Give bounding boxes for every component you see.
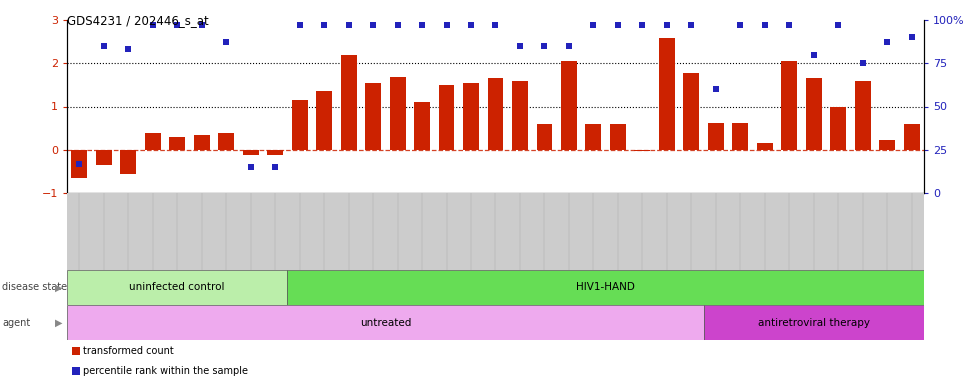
Bar	[120, 150, 136, 174]
Point	[268, 164, 283, 170]
Point	[341, 22, 356, 28]
Bar	[67, 305, 703, 340]
Bar	[781, 61, 797, 150]
Bar	[341, 55, 356, 150]
Bar	[169, 137, 185, 150]
Bar	[389, 77, 406, 150]
Point	[659, 22, 674, 28]
Point	[732, 22, 748, 28]
Point	[194, 22, 210, 28]
Point	[855, 60, 870, 66]
Point	[684, 22, 699, 28]
Bar	[194, 135, 210, 150]
Text: agent: agent	[2, 318, 30, 328]
Point	[561, 43, 577, 49]
Bar	[703, 305, 924, 340]
Text: ▶: ▶	[55, 318, 62, 328]
Text: disease state: disease state	[2, 283, 67, 293]
Point	[831, 22, 846, 28]
Point	[781, 22, 797, 28]
Bar	[683, 73, 699, 150]
Bar	[439, 85, 454, 150]
Point	[537, 43, 553, 49]
Text: ▶: ▶	[55, 283, 62, 293]
Point	[512, 43, 527, 49]
Bar	[610, 124, 626, 150]
Point	[145, 22, 160, 28]
Bar	[67, 270, 287, 305]
Point	[96, 43, 111, 49]
Bar	[488, 78, 503, 150]
Text: untreated: untreated	[359, 318, 411, 328]
Point	[708, 86, 724, 92]
Point	[218, 40, 234, 46]
Text: transformed count: transformed count	[83, 346, 174, 356]
Point	[611, 22, 626, 28]
Bar	[831, 106, 846, 150]
Bar	[635, 150, 650, 151]
Point	[317, 22, 332, 28]
Bar	[708, 123, 724, 150]
Bar	[292, 100, 307, 150]
Bar	[806, 78, 822, 150]
Bar	[904, 124, 920, 150]
Bar	[71, 150, 87, 178]
Bar	[218, 133, 234, 150]
Point	[169, 22, 185, 28]
Point	[880, 40, 895, 46]
Bar	[585, 124, 602, 150]
Bar	[287, 270, 924, 305]
Point	[242, 164, 258, 170]
Bar	[96, 150, 112, 165]
Point	[635, 22, 650, 28]
Bar	[659, 38, 675, 150]
Text: HIV1-HAND: HIV1-HAND	[577, 283, 635, 293]
Bar	[757, 143, 773, 150]
Bar	[512, 81, 528, 150]
Point	[292, 22, 307, 28]
Text: percentile rank within the sample: percentile rank within the sample	[83, 366, 248, 376]
Bar	[365, 83, 381, 150]
Bar	[316, 91, 332, 150]
Text: antiretroviral therapy: antiretroviral therapy	[757, 318, 869, 328]
Point	[414, 22, 430, 28]
Point	[390, 22, 406, 28]
Bar	[855, 81, 870, 150]
Point	[488, 22, 503, 28]
Bar	[145, 133, 160, 150]
Bar	[463, 83, 479, 150]
Point	[121, 46, 136, 53]
Point	[365, 22, 381, 28]
Point	[904, 34, 920, 40]
Point	[585, 22, 601, 28]
Bar	[268, 150, 283, 156]
Point	[757, 22, 773, 28]
Bar	[414, 102, 430, 150]
Bar	[561, 61, 577, 150]
Text: uninfected control: uninfected control	[129, 283, 225, 293]
Bar	[536, 124, 553, 150]
Text: GDS4231 / 202446_s_at: GDS4231 / 202446_s_at	[67, 14, 209, 27]
Point	[806, 51, 821, 58]
Point	[464, 22, 479, 28]
Bar	[242, 150, 259, 155]
Point	[71, 161, 87, 167]
Bar	[879, 140, 895, 150]
Bar	[732, 123, 749, 150]
Point	[439, 22, 454, 28]
